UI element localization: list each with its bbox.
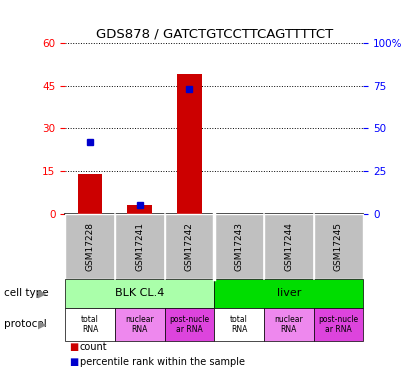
Bar: [127, 205, 152, 214]
Text: GSM17244: GSM17244: [284, 222, 293, 271]
Text: GSM17243: GSM17243: [234, 222, 244, 271]
Text: percentile rank within the sample: percentile rank within the sample: [80, 357, 245, 367]
Text: ■: ■: [69, 342, 79, 352]
Text: nuclear
RNA: nuclear RNA: [125, 315, 154, 334]
Text: ▶: ▶: [38, 320, 46, 329]
Bar: [78, 174, 102, 214]
Title: GDS878 / GATCTGTCCTTCAGTTTTCT: GDS878 / GATCTGTCCTTCAGTTTTCT: [96, 28, 333, 40]
Text: ■: ■: [69, 357, 79, 367]
Text: post-nucle
ar RNA: post-nucle ar RNA: [169, 315, 210, 334]
Text: nuclear
RNA: nuclear RNA: [274, 315, 303, 334]
Text: ▶: ▶: [38, 288, 46, 298]
Bar: [177, 74, 202, 214]
Text: GSM17241: GSM17241: [135, 222, 144, 271]
Text: GSM17245: GSM17245: [334, 222, 343, 271]
Text: BLK CL.4: BLK CL.4: [115, 288, 164, 298]
Text: liver: liver: [276, 288, 301, 298]
Text: total
RNA: total RNA: [81, 315, 99, 334]
Text: protocol: protocol: [4, 320, 47, 329]
Text: post-nucle
ar RNA: post-nucle ar RNA: [318, 315, 359, 334]
Text: count: count: [80, 342, 108, 352]
Text: GSM17242: GSM17242: [185, 222, 194, 271]
Text: GSM17228: GSM17228: [85, 222, 94, 271]
Text: cell type: cell type: [4, 288, 49, 298]
Text: total
RNA: total RNA: [230, 315, 248, 334]
